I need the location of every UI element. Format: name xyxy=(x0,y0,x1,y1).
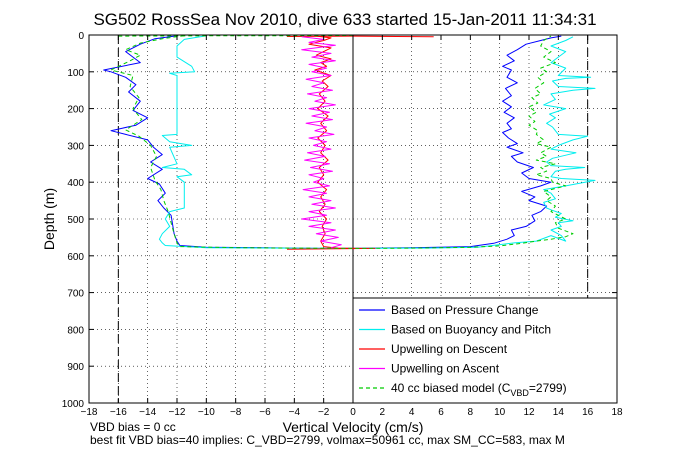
best-fit-note: best fit VBD bias=40 implies: C_VBD=2799… xyxy=(90,433,565,447)
x-tick-label: −16 xyxy=(110,407,127,418)
legend-box xyxy=(352,297,618,404)
ticks: −18 −16 −14 −12 −10 −8 −6 −4 −2 0 2 4 6 8 10 12 14 16 18 0 1… xyxy=(62,31,623,418)
vbd-bias-note: VBD bias = 0 cc xyxy=(90,420,176,434)
x-tick-label: −6 xyxy=(259,407,271,418)
x-tick-label: −8 xyxy=(230,407,242,418)
y-tick-label: 1000 xyxy=(62,399,85,410)
y-tick-label: 100 xyxy=(67,68,84,79)
y-axis-label: Depth (m) xyxy=(41,188,57,250)
chart-title: SG502 RossSea Nov 2010, dive 633 started… xyxy=(93,10,596,29)
x-tick-label: 8 xyxy=(468,407,474,418)
legend-label: Based on Pressure Change xyxy=(391,303,539,317)
x-tick-label: −14 xyxy=(139,407,156,418)
legend-suffix: =2799) xyxy=(529,381,567,395)
series-3 xyxy=(286,35,434,250)
x-tick-label: 4 xyxy=(409,407,415,418)
x-tick-label: −10 xyxy=(198,407,215,418)
x-tick-label: 0 xyxy=(350,407,356,418)
series-4 xyxy=(301,36,342,249)
series-line xyxy=(286,35,434,38)
x-tick-label: −12 xyxy=(169,407,186,418)
x-tick-label: 10 xyxy=(494,407,506,418)
series-2 xyxy=(158,35,596,249)
series-line xyxy=(301,36,342,249)
x-axis-label: Vertical Velocity (cm/s) xyxy=(283,419,424,435)
y-tick-label: 700 xyxy=(67,289,84,300)
x-tick-label: 14 xyxy=(553,407,565,418)
legend-label: Upwelling on Ascent xyxy=(391,362,500,376)
x-tick-label: −4 xyxy=(289,407,301,418)
y-tick-label: 600 xyxy=(67,252,84,263)
y-tick-label: 300 xyxy=(67,141,84,152)
legend-label: Based on Buoyancy and Pitch xyxy=(391,323,551,337)
y-tick-label: 900 xyxy=(67,362,84,373)
x-tick-label: −2 xyxy=(318,407,330,418)
series-1 xyxy=(103,35,562,249)
series-line xyxy=(110,35,574,249)
y-tick-label: 400 xyxy=(67,178,84,189)
y-tick-label: 0 xyxy=(78,31,84,42)
series-line xyxy=(103,35,562,249)
series-line xyxy=(286,35,376,250)
x-tick-label: 18 xyxy=(611,407,623,418)
legend-subscript: VBD xyxy=(510,388,529,398)
series-line xyxy=(158,35,596,249)
x-tick-label: 2 xyxy=(380,407,386,418)
x-tick-label: 16 xyxy=(582,407,594,418)
legend: Based on Pressure Change Based on Buoyanc… xyxy=(352,297,618,404)
y-tick-label: 500 xyxy=(67,215,84,226)
x-tick-label: 6 xyxy=(438,407,444,418)
y-tick-label: 200 xyxy=(67,105,84,116)
y-tick-label: 800 xyxy=(67,325,84,336)
x-tick-label: 12 xyxy=(523,407,535,418)
x-tick-label: −18 xyxy=(81,407,98,418)
legend-label: Upwelling on Descent xyxy=(391,342,508,356)
